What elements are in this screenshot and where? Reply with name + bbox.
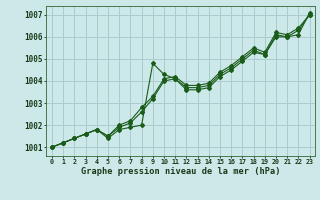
X-axis label: Graphe pression niveau de la mer (hPa): Graphe pression niveau de la mer (hPa) [81, 167, 281, 176]
